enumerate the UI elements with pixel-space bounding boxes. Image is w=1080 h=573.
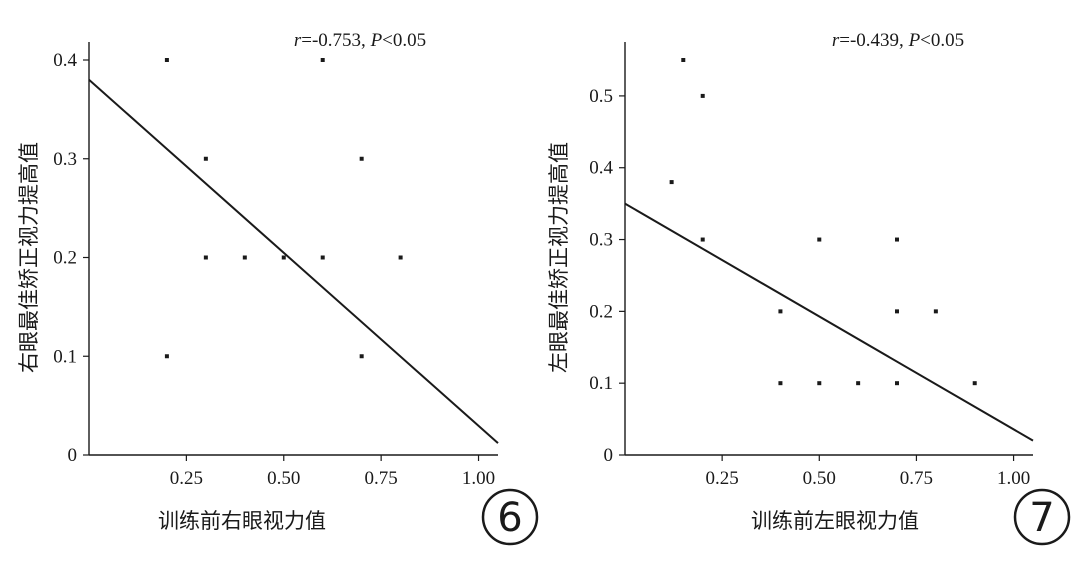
x-tick-label: 0.25	[170, 468, 203, 489]
x-tick-label: 1.00	[462, 468, 495, 489]
data-point	[817, 381, 822, 386]
y-tick-label: 0.2	[53, 248, 77, 269]
y-tick-label: 0.4	[53, 50, 77, 71]
data-point	[320, 58, 325, 62]
panel-number-label: 6	[497, 495, 522, 541]
panel-number-badge	[481, 488, 539, 546]
y-tick-label: 0.5	[589, 86, 613, 107]
y-tick-label: 0.1	[589, 373, 613, 394]
data-point	[933, 309, 938, 314]
x-tick-label: 0.75	[365, 468, 398, 489]
data-point	[203, 255, 208, 260]
data-point	[972, 381, 977, 386]
data-point	[359, 156, 364, 161]
y-tick-label: 0.1	[53, 346, 77, 367]
data-point	[817, 237, 822, 242]
data-point	[281, 255, 286, 260]
scatter-panel-left-eye: 0 0.1 0.2 0.3 0.4 0.5 0.25 0.50 0.75 1.00 r=-0.439…	[547, 30, 1071, 546]
regression-line	[624, 202, 1034, 442]
data-point	[164, 354, 169, 359]
x-axis-title: 训练前左眼视力值	[751, 509, 919, 533]
y-tick-label: 0.3	[589, 230, 613, 251]
correlation-annotation: r=-0.439, P<0.05	[832, 30, 964, 51]
y-axis-title: 右眼最佳矫正视力提高值	[17, 142, 41, 373]
y-tick-label: 0.4	[589, 158, 613, 179]
data-point	[700, 93, 705, 98]
x-tick-label: 0.50	[803, 468, 836, 489]
data-point	[359, 354, 364, 359]
panel-number-label: 7	[1029, 495, 1054, 541]
data-point	[203, 156, 208, 161]
regression-line	[88, 79, 499, 444]
x-axis-title: 训练前右眼视力值	[158, 509, 326, 533]
data-point	[398, 255, 403, 260]
data-point	[681, 58, 686, 62]
data-point	[895, 237, 899, 242]
data-point	[242, 255, 247, 260]
panel-number-badge	[1013, 488, 1071, 546]
x-tick-label: 0.25	[706, 468, 739, 489]
x-tick-label: 0.75	[900, 468, 933, 489]
x-tick-label: 0.50	[267, 468, 300, 489]
y-tick-label: 0.2	[589, 301, 613, 322]
data-point	[700, 237, 705, 242]
scatter-panel-right-eye: 0 0.1 0.2 0.3 0.4 0.25 0.50 0.75 1.00 r=-0.753, P…	[17, 30, 539, 546]
data-point	[164, 58, 169, 62]
data-point	[895, 309, 899, 314]
y-axis-title: 左眼最佳矫正视力提高值	[547, 142, 571, 373]
data-point	[778, 309, 783, 314]
data-point	[778, 381, 783, 386]
data-point	[895, 381, 899, 386]
y-tick-label: 0.3	[53, 149, 77, 170]
data-point	[320, 255, 325, 260]
data-point	[856, 381, 861, 386]
y-tick-label: 0	[604, 445, 614, 466]
x-tick-label: 1.00	[997, 468, 1030, 489]
correlation-annotation: r=-0.753, P<0.05	[294, 30, 426, 51]
data-point	[669, 180, 674, 185]
y-tick-label: 0	[68, 445, 78, 466]
